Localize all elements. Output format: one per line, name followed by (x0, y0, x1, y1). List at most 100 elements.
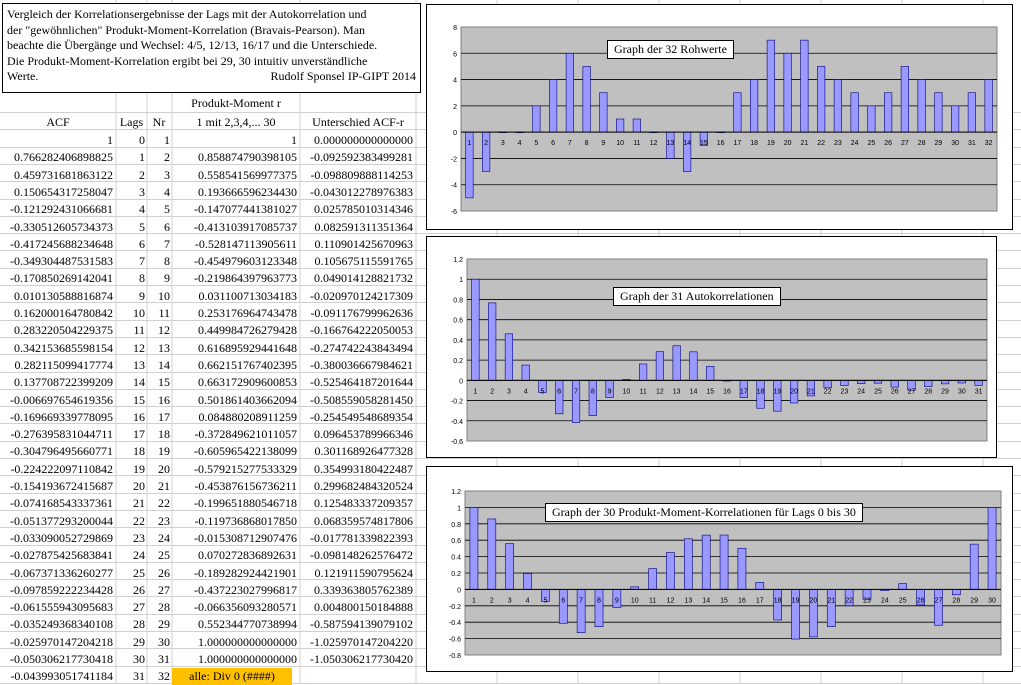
acf-cell[interactable]: -0.006697654619356 (10, 392, 113, 407)
nr-cell[interactable]: 7 (164, 236, 170, 251)
lag-cell[interactable]: 27 (133, 600, 145, 615)
nr-cell[interactable]: 22 (158, 496, 170, 511)
nr-cell[interactable]: 6 (164, 219, 170, 234)
comment-textbox[interactable]: Vergleich der Korrelationsergebnisse der… (2, 3, 421, 93)
nr-cell[interactable]: 21 (158, 479, 170, 493)
lag-cell[interactable]: 28 (133, 617, 145, 632)
difference-cell[interactable]: -1.050306217730420 (310, 652, 413, 666)
difference-cell[interactable]: -0.020970124217309 (310, 288, 413, 303)
difference-cell[interactable]: -0.508559058281450 (310, 392, 413, 407)
difference-cell[interactable]: 0.096453789966346 (314, 427, 413, 442)
nr-cell[interactable]: 11 (158, 306, 170, 320)
r-cell[interactable]: 0.558541569977375 (198, 167, 297, 182)
lag-cell[interactable]: 23 (133, 530, 145, 545)
lag-cell[interactable]: 12 (133, 340, 145, 355)
r-cell[interactable]: -0.015308712907476 (194, 530, 297, 545)
difference-cell[interactable]: 0.000000000000000 (314, 133, 413, 147)
difference-cell[interactable]: -0.274742243843494 (310, 340, 413, 355)
acf-cell[interactable]: -0.051377293200044 (10, 513, 113, 528)
difference-cell[interactable]: -0.254549548689354 (310, 409, 413, 424)
acf-cell[interactable]: -0.033090052729869 (10, 530, 113, 545)
acf-cell[interactable]: -0.043993051741184 (10, 669, 113, 684)
acf-cell[interactable]: 0.137708722399209 (14, 375, 113, 390)
r-cell[interactable]: -0.372849621011057 (194, 427, 297, 442)
r-cell[interactable]: -0.066356093280571 (194, 600, 297, 615)
difference-cell[interactable]: -0.017781339822393 (310, 530, 413, 545)
difference-cell[interactable]: 0.110901425670963 (314, 236, 413, 251)
acf-cell[interactable]: -0.121292431066681 (10, 202, 113, 217)
r-cell[interactable]: -0.219864397963773 (194, 271, 297, 286)
lag-cell[interactable]: 14 (133, 375, 145, 390)
r-cell[interactable]: 1 (291, 133, 297, 147)
difference-cell[interactable]: -0.098148262576472 (310, 548, 413, 563)
difference-cell[interactable]: -0.166764222050053 (310, 323, 413, 338)
lag-cell[interactable]: 0 (139, 133, 145, 147)
r-cell[interactable]: -0.189282924421901 (194, 565, 297, 580)
acf-cell[interactable]: 0.766282406898825 (14, 150, 113, 165)
r-cell[interactable]: 0.031100713034183 (198, 288, 297, 303)
difference-cell[interactable]: 0.105675115591765 (314, 254, 413, 269)
chart-autocorrelations[interactable]: -0.6 -0.4 -0.2 0 0.2 0.4 0.6 0.8 1 1.2 1 2 3 4 5 6 7 8 9 10… (426, 236, 997, 458)
r-cell[interactable]: 0.662151767402395 (198, 357, 297, 372)
nr-cell[interactable]: 19 (158, 444, 170, 459)
r-cell[interactable]: 0.084880208911259 (198, 409, 297, 424)
nr-cell[interactable]: 25 (158, 548, 170, 563)
nr-cell[interactable]: 1 (164, 133, 170, 147)
nr-cell[interactable]: 8 (164, 254, 170, 269)
r-cell[interactable]: -0.453876156736211 (194, 479, 297, 493)
difference-cell[interactable]: -0.380036667984621 (310, 357, 413, 372)
r-cell[interactable]: -0.413103917085737 (194, 219, 297, 234)
lag-cell[interactable]: 1 (139, 150, 145, 165)
acf-cell[interactable]: -0.349304487531583 (10, 254, 113, 269)
acf-cell[interactable]: -0.224222097110842 (10, 461, 113, 476)
lag-cell[interactable]: 4 (139, 202, 145, 217)
nr-cell[interactable]: 10 (158, 288, 170, 303)
lag-cell[interactable]: 29 (133, 634, 145, 649)
acf-cell[interactable]: -0.169669339778095 (10, 409, 113, 424)
difference-cell[interactable]: 0.068359574817806 (314, 513, 413, 528)
difference-cell[interactable]: -1.025970147204220 (310, 634, 413, 649)
difference-cell[interactable]: 0.121911590795624 (314, 565, 413, 580)
chart-raw-values[interactable]: -6 -4 -2 0 2 4 6 8 1 2 3 4 5 6 7 8 9 10 11 12 13 14 15 16 17 18 19… (426, 4, 1013, 230)
r-cell[interactable]: -0.605965422138099 (194, 444, 297, 459)
acf-cell[interactable]: -0.027875425683841 (10, 548, 113, 563)
acf-cell[interactable]: -0.035249368340108 (10, 617, 113, 632)
nr-cell[interactable]: 27 (158, 582, 170, 597)
acf-cell[interactable]: 0.282115099417774 (14, 357, 113, 372)
nr-cell[interactable]: 14 (158, 357, 170, 372)
lag-cell[interactable]: 13 (133, 357, 145, 372)
r-cell[interactable]: 0.552344770738994 (198, 617, 297, 632)
acf-cell[interactable]: -0.417245688234648 (10, 236, 113, 251)
r-cell[interactable]: 0.858874790398105 (198, 150, 297, 165)
r-cell[interactable]: -0.119736868017850 (194, 513, 297, 528)
lag-cell[interactable]: 30 (133, 652, 145, 666)
acf-cell[interactable]: -0.330512605734373 (10, 219, 113, 234)
nr-cell[interactable]: 13 (158, 340, 170, 355)
difference-cell[interactable] (300, 668, 413, 685)
acf-cell[interactable]: -0.097859222234428 (10, 582, 113, 597)
acf-cell[interactable]: 0.150654317258047 (14, 184, 113, 199)
nr-cell[interactable]: 26 (158, 565, 170, 580)
nr-cell[interactable]: 31 (158, 652, 170, 666)
nr-cell[interactable]: 23 (158, 513, 170, 528)
lag-cell[interactable]: 17 (133, 427, 145, 442)
r-cell[interactable]: 0.616895929441648 (198, 340, 297, 355)
lag-cell[interactable]: 20 (133, 479, 145, 493)
lag-cell[interactable]: 21 (133, 496, 145, 511)
lag-cell[interactable]: 8 (139, 271, 145, 286)
difference-cell[interactable]: 0.004800150184888 (314, 600, 413, 615)
acf-cell[interactable]: 1 (107, 133, 113, 147)
nr-cell[interactable]: 17 (158, 409, 170, 424)
lag-cell[interactable]: 11 (133, 323, 145, 338)
r-cell[interactable]: 1.000000000000000 (198, 652, 297, 666)
r-cell[interactable]: 0.663172909600853 (198, 375, 297, 390)
r-cell[interactable]: -0.579215277533329 (194, 461, 297, 476)
nr-cell[interactable]: 18 (158, 427, 170, 442)
nr-cell[interactable]: 32 (158, 669, 170, 684)
nr-cell[interactable]: 9 (164, 271, 170, 286)
lag-cell[interactable]: 10 (133, 306, 145, 320)
acf-cell[interactable]: -0.067371336260277 (10, 565, 113, 580)
difference-cell[interactable]: -0.091176799962636 (310, 306, 413, 320)
r-cell[interactable]: -0.454979603123348 (194, 254, 297, 269)
lag-cell[interactable]: 3 (139, 184, 145, 199)
